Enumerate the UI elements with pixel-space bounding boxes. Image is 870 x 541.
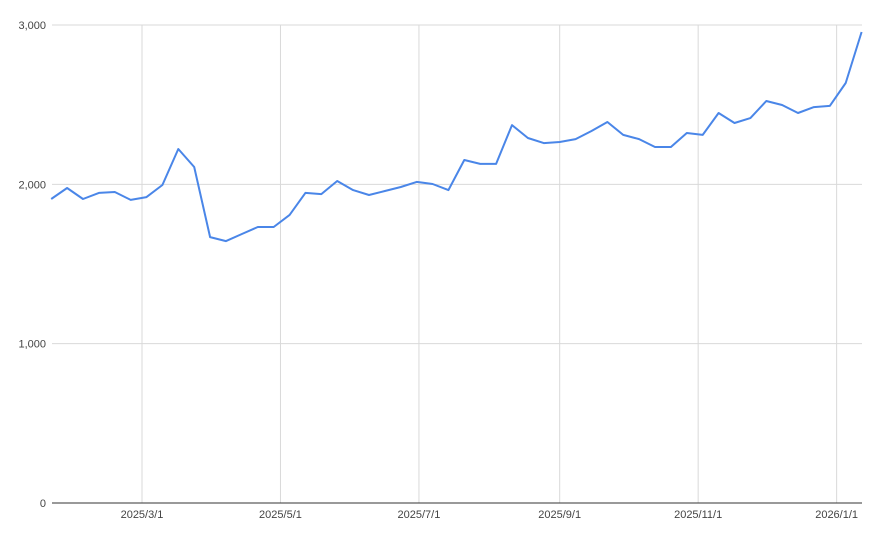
x-tick-label: 2025/11/1 [674, 509, 722, 521]
series-line [51, 32, 861, 241]
y-axis-tick-labels: 0 1,000 2,000 3,000 [18, 20, 46, 510]
y-tick-label: 2,000 [18, 179, 46, 191]
x-tick-label: 2025/5/1 [259, 509, 302, 521]
x-tick-label: 2025/3/1 [121, 509, 164, 521]
x-tick-label: 2025/7/1 [398, 509, 441, 521]
x-axis-tick-labels: 2025/3/1 2025/5/1 2025/7/1 2025/9/1 2025/11/… [121, 509, 858, 521]
y-tick-label: 1,000 [18, 339, 46, 351]
x-tick-label: 2025/9/1 [538, 509, 581, 521]
gridlines [52, 25, 862, 503]
y-tick-label: 3,000 [18, 20, 46, 32]
y-tick-label: 0 [40, 498, 46, 510]
x-tick-label: 2026/1/1 [815, 509, 858, 521]
